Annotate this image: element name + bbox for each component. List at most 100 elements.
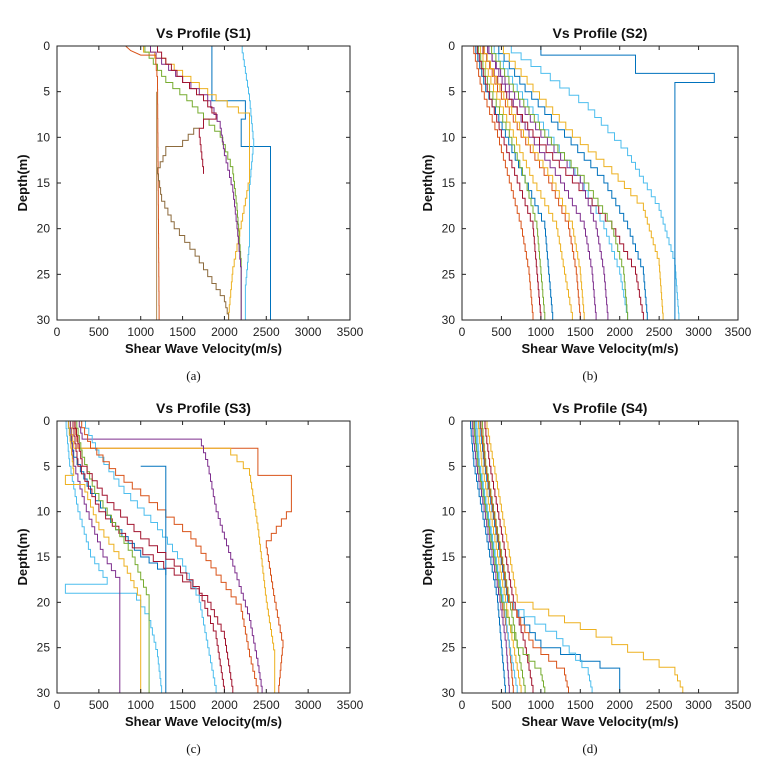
y-axis-label: Depth(m) bbox=[15, 154, 30, 211]
series-line bbox=[75, 421, 150, 693]
panel-3: 0 500 1000 1500 2000 2500 3000 3500 0 5 10 15 20 25 30… bbox=[15, 400, 364, 756]
series-line bbox=[501, 46, 680, 320]
x-tick-label: 3500 bbox=[725, 698, 752, 712]
y-tick-label: 30 bbox=[37, 313, 51, 327]
x-tick-label: 500 bbox=[89, 325, 109, 339]
series-group bbox=[125, 46, 271, 320]
x-axis-label: Shear Wave Velocity(m/s) bbox=[521, 341, 678, 356]
x-tick-label: 1500 bbox=[567, 698, 594, 712]
y-tick-label: 15 bbox=[442, 550, 456, 564]
series-line bbox=[484, 421, 534, 693]
x-tick-label: 1500 bbox=[567, 325, 594, 339]
series-line bbox=[211, 46, 271, 320]
series-line bbox=[72, 421, 234, 693]
series-line bbox=[480, 46, 585, 320]
x-axis-label: Shear Wave Velocity(m/s) bbox=[125, 341, 282, 356]
x-tick-label: 0 bbox=[459, 698, 466, 712]
x-tick-label: 3000 bbox=[685, 698, 712, 712]
series-line bbox=[483, 46, 609, 320]
x-tick-label: 3000 bbox=[295, 325, 322, 339]
series-line bbox=[69, 421, 121, 693]
series-line bbox=[479, 421, 621, 693]
y-tick-label: 20 bbox=[37, 222, 51, 236]
series-group bbox=[472, 46, 715, 320]
x-tick-label: 500 bbox=[491, 698, 511, 712]
y-tick-label: 15 bbox=[37, 176, 51, 190]
series-line bbox=[241, 46, 255, 320]
series-line bbox=[82, 421, 217, 693]
series-line bbox=[69, 421, 276, 693]
x-tick-label: 0 bbox=[54, 325, 61, 339]
series-group bbox=[469, 421, 684, 693]
y-tick-label: 0 bbox=[43, 39, 50, 53]
x-axis-label: Shear Wave Velocity(m/s) bbox=[125, 714, 282, 729]
x-tick-label: 2500 bbox=[646, 325, 673, 339]
series-line bbox=[64, 421, 142, 693]
y-tick-label: 5 bbox=[448, 85, 455, 99]
x-tick-label: 2000 bbox=[211, 325, 238, 339]
x-tick-label: 1000 bbox=[528, 325, 555, 339]
series-line bbox=[471, 421, 510, 693]
series-line bbox=[497, 46, 664, 320]
plot-area bbox=[461, 45, 739, 321]
y-tick-label: 0 bbox=[43, 414, 50, 428]
series-line bbox=[472, 46, 534, 320]
series-line bbox=[64, 421, 163, 693]
chart-title: Vs Profile (S1) bbox=[156, 25, 251, 41]
plot-area bbox=[56, 420, 351, 694]
x-tick-label: 2500 bbox=[253, 698, 280, 712]
y-tick-label: 0 bbox=[448, 39, 455, 53]
y-tick-label: 15 bbox=[442, 176, 456, 190]
y-tick-label: 5 bbox=[43, 85, 50, 99]
series-line bbox=[78, 421, 259, 693]
series-line bbox=[475, 46, 542, 320]
y-tick-label: 25 bbox=[37, 641, 51, 655]
y-tick-label: 10 bbox=[442, 130, 456, 144]
y-axis-label: Depth(m) bbox=[420, 154, 435, 211]
x-tick-label: 3000 bbox=[685, 325, 712, 339]
series-line bbox=[77, 421, 263, 693]
y-axis-label: Depth(m) bbox=[15, 528, 30, 585]
series-line bbox=[132, 46, 250, 320]
panel-caption: (a) bbox=[186, 368, 200, 383]
x-tick-label: 2000 bbox=[211, 698, 238, 712]
panel-2: 0 500 1000 1500 2000 2500 3000 3500 0 5 10 15 20 25 30… bbox=[420, 25, 752, 383]
series-line bbox=[73, 421, 292, 693]
plot-area bbox=[461, 420, 739, 694]
x-tick-label: 1000 bbox=[528, 698, 555, 712]
series-line bbox=[125, 46, 160, 320]
x-tick-label: 500 bbox=[89, 698, 109, 712]
series-line bbox=[485, 421, 684, 693]
y-tick-label: 20 bbox=[442, 595, 456, 609]
plot-area bbox=[56, 45, 351, 321]
panel-caption: (d) bbox=[582, 741, 597, 756]
chart-title: Vs Profile (S4) bbox=[553, 400, 648, 416]
x-tick-label: 3500 bbox=[725, 325, 752, 339]
y-tick-label: 5 bbox=[43, 459, 50, 473]
chart-title: Vs Profile (S3) bbox=[156, 400, 251, 416]
panel-1: 0 500 1000 1500 2000 2500 3000 3500 0 5 10 15 20 25 30… bbox=[15, 25, 364, 383]
y-tick-label: 25 bbox=[37, 267, 51, 281]
x-tick-label: 3500 bbox=[337, 325, 364, 339]
y-tick-label: 15 bbox=[37, 550, 51, 564]
series-line bbox=[140, 46, 242, 320]
series-line bbox=[473, 421, 546, 693]
x-tick-label: 2500 bbox=[253, 325, 280, 339]
series-line bbox=[485, 46, 597, 320]
series-line bbox=[509, 46, 715, 320]
series-line bbox=[487, 46, 629, 320]
x-tick-label: 1000 bbox=[127, 325, 154, 339]
series-line bbox=[477, 421, 522, 693]
panel-caption: (c) bbox=[186, 741, 200, 756]
y-tick-label: 30 bbox=[37, 686, 51, 700]
y-tick-label: 20 bbox=[442, 222, 456, 236]
x-tick-label: 2500 bbox=[646, 698, 673, 712]
y-tick-label: 5 bbox=[448, 459, 455, 473]
y-tick-label: 25 bbox=[442, 267, 456, 281]
x-tick-label: 3500 bbox=[337, 698, 364, 712]
y-tick-label: 10 bbox=[37, 130, 51, 144]
x-tick-label: 3000 bbox=[295, 698, 322, 712]
series-line bbox=[469, 421, 506, 693]
y-tick-label: 0 bbox=[448, 414, 455, 428]
